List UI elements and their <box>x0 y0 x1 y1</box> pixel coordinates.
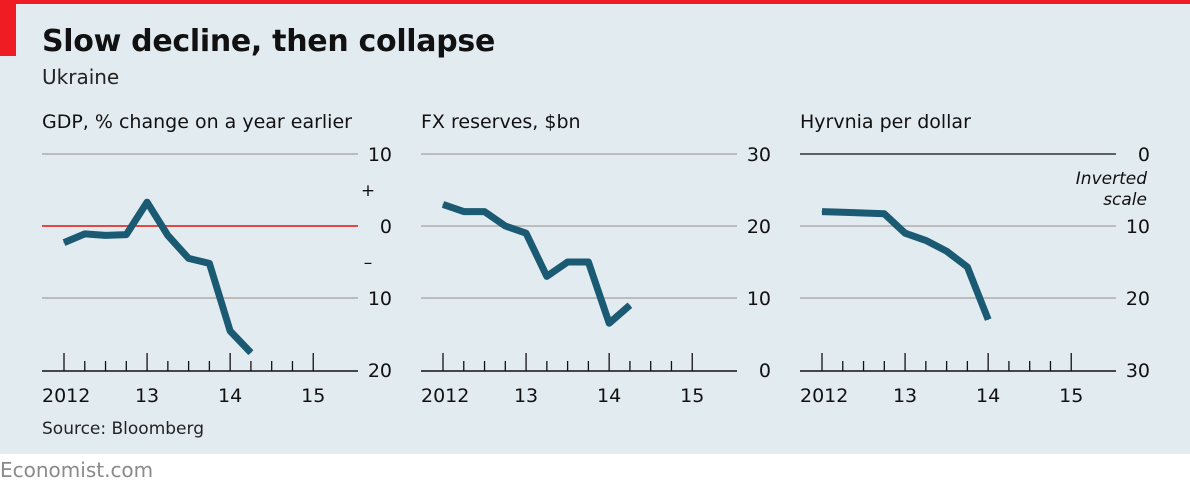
fx-data-point <box>608 322 610 324</box>
hryvnia-y-tick-label: 30 <box>1126 360 1150 382</box>
gdp-data-point <box>188 257 190 259</box>
hryvnia-annotation: scale <box>1103 190 1147 210</box>
fx-data-point <box>629 304 631 306</box>
hryvnia-data-point <box>987 319 989 321</box>
fx-y-tick-label: 10 <box>747 288 771 310</box>
hryvnia-x-tick-label: 13 <box>893 385 917 407</box>
fx-x-tick-label: 2012 <box>421 385 469 407</box>
footer-brand: Economist.com <box>0 458 154 482</box>
fx-series-line <box>441 201 633 327</box>
hryvnia-x-tick-label: 15 <box>1059 385 1083 407</box>
fx-y-tick-label: 0 <box>759 360 771 382</box>
page-title: Slow decline, then collapse <box>42 24 496 59</box>
gdp-data-point <box>250 352 252 354</box>
hryvnia-annotation: Inverted <box>1076 169 1147 189</box>
fx-x-tick-label: 13 <box>514 385 538 407</box>
gdp-data-point <box>208 262 210 264</box>
red-tag-mark <box>0 0 16 56</box>
gdp-data-point <box>125 234 127 236</box>
gdp-x-tick-label: 14 <box>218 385 242 407</box>
hryvnia-data-point <box>925 239 927 241</box>
hryvnia-y-tick-label: 20 <box>1126 288 1150 310</box>
gdp-y-tick-label: 20 <box>368 360 392 382</box>
hryvnia-data-point <box>842 211 844 213</box>
charts-svg: 10 0 10 20 2012 13 14 15 + – 30 20 10 0 2012 13 14 15 0 10 2… <box>42 144 1150 407</box>
gdp-data-point <box>105 234 107 236</box>
gdp-data-point <box>229 330 231 332</box>
gdp-x-tick-label: 15 <box>301 385 325 407</box>
gdp-y-tick-label: 10 <box>368 144 392 166</box>
hryvnia-data-point <box>821 211 823 213</box>
fx-y-tick-label: 30 <box>747 144 771 166</box>
hryvnia-y-tick-label: 10 <box>1126 216 1150 238</box>
hryvnia-chart-title: Hyrvnia per dollar <box>800 111 971 133</box>
source-note: Source: Bloomberg <box>42 419 204 439</box>
hryvnia-x-tick-label: 14 <box>976 385 1000 407</box>
gdp-data-point <box>167 234 169 236</box>
gdp-data-point <box>146 201 148 203</box>
gdp-data-point <box>84 233 86 235</box>
page-subtitle: Ukraine <box>42 65 120 89</box>
fx-data-point <box>504 225 506 227</box>
hryvnia-data-point <box>966 266 968 268</box>
gdp-x-tick-label: 2012 <box>42 385 90 407</box>
hryvnia-data-point <box>946 250 948 252</box>
gdp-minus-sign: – <box>364 253 373 273</box>
hryvnia-data-point <box>863 212 865 214</box>
hryvnia-series-line <box>821 208 992 321</box>
hryvnia-x-tick-label: 2012 <box>800 385 848 407</box>
fx-data-point <box>442 203 444 205</box>
gdp-y-tick-label: 10 <box>368 288 392 310</box>
gdp-chart-title: GDP, % change on a year earlier <box>42 111 352 133</box>
fx-data-point <box>525 232 527 234</box>
top-red-rule <box>0 0 1190 4</box>
fx-x-tick-label: 14 <box>597 385 621 407</box>
gdp-x-tick-label: 13 <box>135 385 159 407</box>
fx-data-point <box>567 261 569 263</box>
fx-data-point <box>484 211 486 213</box>
fx-data-point <box>587 261 589 263</box>
fx-data-point <box>546 275 548 277</box>
gdp-data-point <box>63 242 65 244</box>
gdp-y-tick-label: 0 <box>380 216 392 238</box>
gdp-plus-sign: + <box>361 181 375 201</box>
fx-data-point <box>463 211 465 213</box>
fx-x-tick-label: 15 <box>680 385 704 407</box>
hryvnia-y-tick-label: 0 <box>1138 144 1150 166</box>
fx-chart: 30 20 10 0 2012 13 14 15 <box>421 144 771 407</box>
fx-y-tick-label: 20 <box>747 216 771 238</box>
gdp-chart: 10 0 10 20 2012 13 14 15 + – <box>42 144 392 407</box>
gdp-series-line <box>62 198 254 356</box>
hryvnia-data-point <box>904 232 906 234</box>
fx-chart-title: FX reserves, $bn <box>421 111 581 133</box>
hryvnia-data-point <box>883 213 885 215</box>
